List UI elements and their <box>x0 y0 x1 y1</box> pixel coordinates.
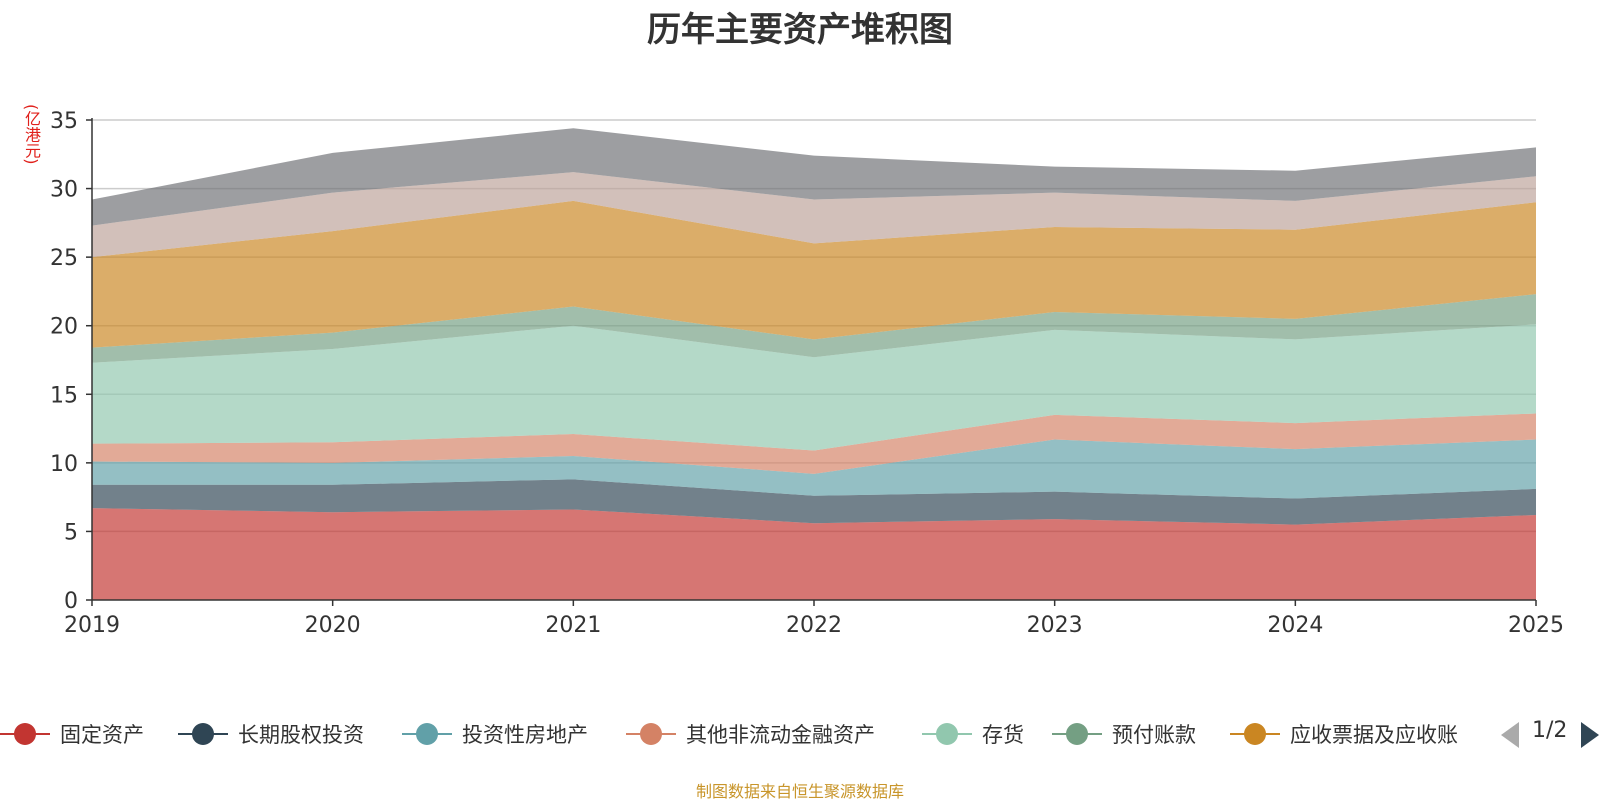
x-tick-label: 2020 <box>305 613 361 638</box>
y-axis-label: (亿港元) <box>22 104 41 165</box>
legend-item[interactable]: 固定资产 <box>0 716 144 752</box>
area-series-6[interactable] <box>92 200 1536 348</box>
area-series-8[interactable] <box>92 128 1536 226</box>
legend-marker-icon <box>626 716 676 752</box>
chart-title: 历年主要资产堆积图 <box>647 10 953 50</box>
legend-pager: 1/2 <box>1500 716 1600 752</box>
legend-marker-icon <box>0 716 50 752</box>
area-layer <box>92 128 1536 600</box>
area-series-5[interactable] <box>92 294 1536 363</box>
y-tick-label: 30 <box>50 178 78 203</box>
x-tick-label: 2025 <box>1508 613 1564 638</box>
y-tick-label: 35 <box>50 109 78 134</box>
legend-marker-icon <box>922 716 972 752</box>
legend-label: 预付账款 <box>1112 723 1196 747</box>
legend-label: 长期股权投资 <box>238 723 364 747</box>
legend-label: 其他非流动金融资产 <box>686 723 875 747</box>
y-tick-label: 25 <box>50 246 78 271</box>
y-tick-label: 15 <box>50 383 78 408</box>
legend-label: 应收票据及应收账 <box>1290 723 1458 747</box>
area-series-3[interactable] <box>92 413 1536 474</box>
y-tick-label: 10 <box>50 452 78 477</box>
legend-label: 投资性房地产 <box>462 723 588 747</box>
legend-marker-icon <box>1230 716 1280 752</box>
legend-label: 存货 <box>982 723 1024 747</box>
legend-item[interactable]: 其他非流动金融资产 <box>626 716 875 752</box>
legend-label: 固定资产 <box>60 723 144 747</box>
legend-item[interactable]: 存货 <box>922 716 1024 752</box>
x-tick-label: 2021 <box>545 613 601 638</box>
x-tick-label: 2019 <box>64 613 120 638</box>
x-tick-label: 2023 <box>1027 613 1083 638</box>
legend: 固定资产 长期股权投资 投资性房地产 其他非流动金融资产 存货 预付账款 应收票据及应收账 <box>0 716 1600 752</box>
area-series-2[interactable] <box>92 439 1536 499</box>
legend-item[interactable]: 投资性房地产 <box>402 716 588 752</box>
legend-marker-icon <box>178 716 228 752</box>
area-series-7[interactable] <box>92 172 1536 258</box>
legend-marker-icon <box>1052 716 1102 752</box>
area-series-1[interactable] <box>92 479 1536 525</box>
legend-page-indicator: 1/2 <box>1532 718 1568 743</box>
area-series-0[interactable] <box>92 508 1536 600</box>
legend-marker-icon <box>402 716 452 752</box>
area-series-4[interactable] <box>92 324 1536 451</box>
legend-item[interactable]: 预付账款 <box>1052 716 1196 752</box>
legend-item[interactable]: 长期股权投资 <box>178 716 364 752</box>
x-tick-label: 2022 <box>786 613 842 638</box>
legend-prev-page-icon[interactable] <box>1501 722 1519 748</box>
y-tick-label: 20 <box>50 315 78 340</box>
data-source-note: 制图数据来自恒生聚源数据库 <box>695 782 904 801</box>
x-tick-label: 2024 <box>1267 613 1323 638</box>
y-tick-label: 0 <box>64 589 78 614</box>
y-tick-label: 5 <box>64 520 78 545</box>
legend-next-page-icon[interactable] <box>1581 722 1599 748</box>
legend-item[interactable]: 应收票据及应收账 <box>1230 716 1458 752</box>
